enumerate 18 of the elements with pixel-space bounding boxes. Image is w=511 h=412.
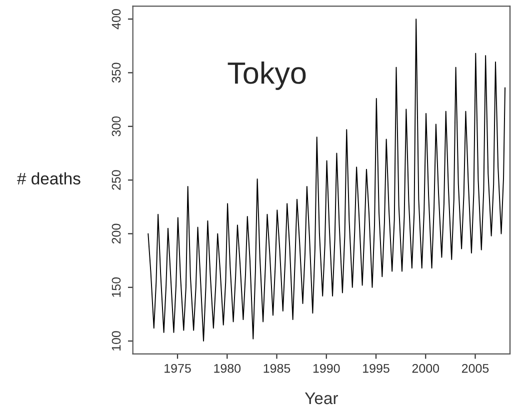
line-series [148, 18, 506, 342]
y-tick-label: 100 [112, 331, 121, 351]
x-tick-label: 1980 [214, 364, 241, 373]
x-tick-label: 1975 [164, 364, 191, 373]
y-tick-label: 150 [112, 277, 121, 297]
x-tick-label: 1990 [313, 364, 340, 373]
y-tick-label: 200 [112, 224, 121, 244]
y-tick-label: 400 [112, 9, 121, 30]
y-axis-title: # deaths [17, 172, 80, 185]
x-tick-label: 1985 [264, 364, 290, 373]
x-tick-label: 1995 [363, 364, 390, 373]
text: Tokyo [228, 61, 306, 90]
y-tick-label: 350 [112, 62, 121, 83]
x-axis-title: Year [304, 392, 338, 404]
y-tick-label: 250 [112, 170, 121, 190]
y-tick-label: 300 [112, 116, 121, 136]
x-tick-label: 2000 [412, 364, 440, 373]
x-tick-label: 2005 [462, 364, 489, 373]
